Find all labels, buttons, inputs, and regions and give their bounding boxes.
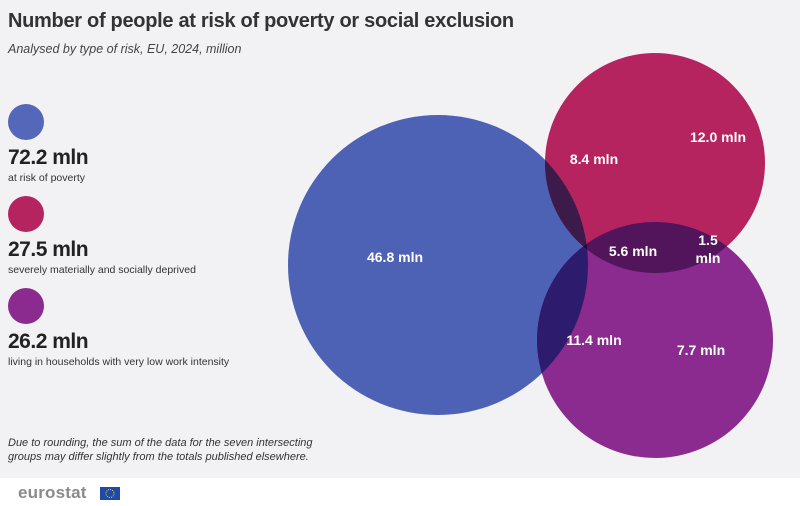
chart-subtitle: Analysed by type of risk, EU, 2024, mill…: [8, 42, 242, 56]
label-poverty-low-work: 11.4 mln: [566, 332, 621, 348]
eu-flag-icon: [100, 487, 120, 500]
venn-diagram: 46.8 mln 12.0 mln 7.7 mln 8.4 mln 11.4 m…: [288, 53, 773, 458]
legend-item-low-work: 26.2 mln living in households with very …: [8, 288, 229, 368]
circle-deprived: [545, 53, 765, 273]
legend-label-poverty: at risk of poverty: [8, 172, 86, 184]
legend-dot-low-work: [8, 288, 44, 324]
legend-dot-deprived: [8, 196, 44, 232]
circle-low-work: [537, 222, 773, 458]
eurostat-logo: eurostat: [18, 483, 87, 502]
label-poverty-only: 46.8 mln: [367, 249, 423, 265]
legend-value-deprived: 27.5 mln: [8, 238, 89, 261]
legend-label-low-work: living in households with very low work …: [8, 356, 230, 368]
label-all-three: 5.6 mln: [609, 243, 657, 259]
footer-bar: [0, 478, 800, 506]
legend-item-deprived: 27.5 mln severely materially and sociall…: [8, 196, 196, 276]
legend-label-deprived: severely materially and socially deprive…: [8, 264, 196, 276]
label-deprived-low-work-line1: 1.5: [698, 232, 718, 248]
label-low-work-only: 7.7 mln: [677, 342, 725, 358]
footnote: Due to rounding, the sum of the data for…: [8, 437, 313, 463]
circle-poverty: [288, 115, 588, 415]
chart-title: Number of people at risk of poverty or s…: [8, 10, 514, 32]
legend-value-low-work: 26.2 mln: [8, 330, 89, 353]
legend-value-poverty: 72.2 mln: [8, 146, 89, 169]
label-deprived-low-work-line2: mln: [696, 250, 721, 266]
label-deprived-only: 12.0 mln: [690, 129, 746, 145]
legend-dot-poverty: [8, 104, 44, 140]
label-poverty-deprived: 8.4 mln: [570, 151, 618, 167]
legend-item-poverty: 72.2 mln at risk of poverty: [8, 104, 89, 184]
